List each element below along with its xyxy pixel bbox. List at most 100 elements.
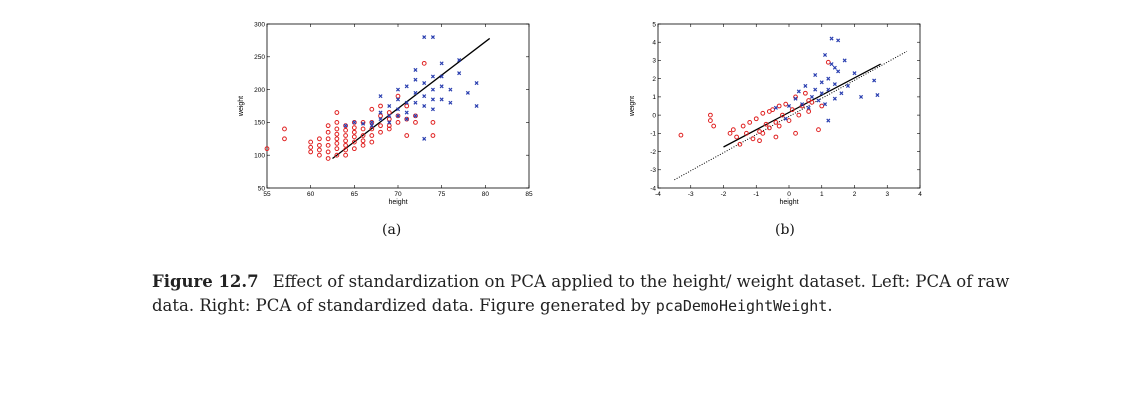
caption-suffix: . <box>827 296 833 315</box>
female-point <box>796 112 802 118</box>
female-point <box>395 120 401 125</box>
y-tick-label: -2 <box>650 149 656 156</box>
female-point <box>369 120 375 125</box>
female-point <box>351 139 357 145</box>
male-point <box>465 90 470 95</box>
female-point <box>351 129 357 135</box>
x-tick-label: 85 <box>525 191 533 198</box>
male-point <box>378 94 383 99</box>
x-tick-label: 60 <box>307 191 315 198</box>
male-point <box>813 87 818 92</box>
y-tick-label: -3 <box>650 167 656 174</box>
male-point <box>439 97 444 102</box>
male-point <box>361 121 366 126</box>
female-point <box>753 116 759 122</box>
female-point <box>334 136 340 142</box>
male-point <box>832 82 837 87</box>
female-point <box>744 130 749 136</box>
female-point <box>386 123 392 129</box>
female-point <box>708 118 713 123</box>
male-point <box>786 103 792 109</box>
female-point <box>325 123 331 129</box>
female-point <box>334 140 340 146</box>
female-point <box>351 120 357 125</box>
y-tick-label: 300 <box>254 21 265 28</box>
female-point <box>395 93 401 99</box>
male-point <box>819 80 824 85</box>
female-point <box>334 120 340 125</box>
female-point <box>737 141 743 147</box>
scatter-plot-raw: 55 60 65 70 75 80 85 50 100 150 200 250 300 height wei… <box>238 21 533 206</box>
male-point <box>474 103 479 109</box>
male-point <box>832 65 837 70</box>
x-axis-label: height <box>388 199 407 206</box>
male-point <box>819 91 824 96</box>
female-point <box>343 138 348 144</box>
male-point <box>809 94 814 99</box>
female-point <box>816 127 821 133</box>
x-tick-label: 65 <box>351 191 359 198</box>
subfigure-label-b: (b) <box>775 222 795 238</box>
female-point <box>378 123 383 129</box>
female-point <box>325 129 331 135</box>
female-point <box>343 152 348 158</box>
female-point <box>711 123 717 129</box>
male-point <box>448 87 453 92</box>
x-tick-label: 75 <box>438 191 446 198</box>
x-axis-label: height <box>779 199 798 206</box>
female-point <box>378 103 383 109</box>
male-point <box>816 98 821 103</box>
male-point <box>430 97 435 102</box>
female-point <box>325 149 331 155</box>
male-point <box>829 62 834 67</box>
female-point <box>343 142 348 148</box>
male-point <box>875 93 880 98</box>
y-tick-label: 150 <box>254 120 265 127</box>
female-point <box>343 127 348 133</box>
female-point <box>317 152 322 158</box>
male-point <box>826 87 831 92</box>
male-point <box>773 105 778 110</box>
y-tick-label: 5 <box>652 21 656 28</box>
female-point <box>430 120 436 125</box>
female-point <box>773 120 779 125</box>
y-tick-label: 3 <box>652 58 656 65</box>
male-point <box>430 107 435 112</box>
x-tick-label: -1 <box>753 191 759 198</box>
female-point <box>750 136 756 142</box>
male-point <box>369 123 374 128</box>
male-point <box>430 35 435 40</box>
female-point <box>806 109 812 114</box>
y-tick-label: 0 <box>652 112 656 119</box>
male-point <box>474 81 479 86</box>
male-point <box>859 94 864 99</box>
y-tick-label: 1 <box>652 94 656 101</box>
male-point <box>404 110 409 115</box>
y-tick-label: -1 <box>650 131 656 138</box>
principal-axis-line <box>332 37 491 159</box>
male-point <box>404 100 409 105</box>
x-tick-label: 3 <box>885 191 889 198</box>
female-point <box>369 133 375 138</box>
female-point <box>351 146 357 152</box>
female-point <box>343 123 348 129</box>
female-point <box>369 106 375 112</box>
principal-axis-line <box>723 63 882 148</box>
male-point <box>872 78 877 83</box>
male-point <box>836 69 841 74</box>
male-point <box>793 96 798 101</box>
x-tick-label: 2 <box>853 191 857 198</box>
male-point <box>378 117 383 122</box>
male-point <box>343 123 348 128</box>
male-point <box>829 36 834 41</box>
caption-text: Effect of standardization on PCA applied… <box>152 272 1010 315</box>
male-point <box>395 113 401 118</box>
female-point <box>334 131 340 137</box>
y-tick-label: 50 <box>258 185 266 192</box>
male-point <box>823 52 828 58</box>
female-point <box>360 133 366 138</box>
female-point <box>308 144 314 150</box>
female-point <box>766 125 772 131</box>
male-point <box>352 120 357 125</box>
male-point <box>369 120 374 125</box>
